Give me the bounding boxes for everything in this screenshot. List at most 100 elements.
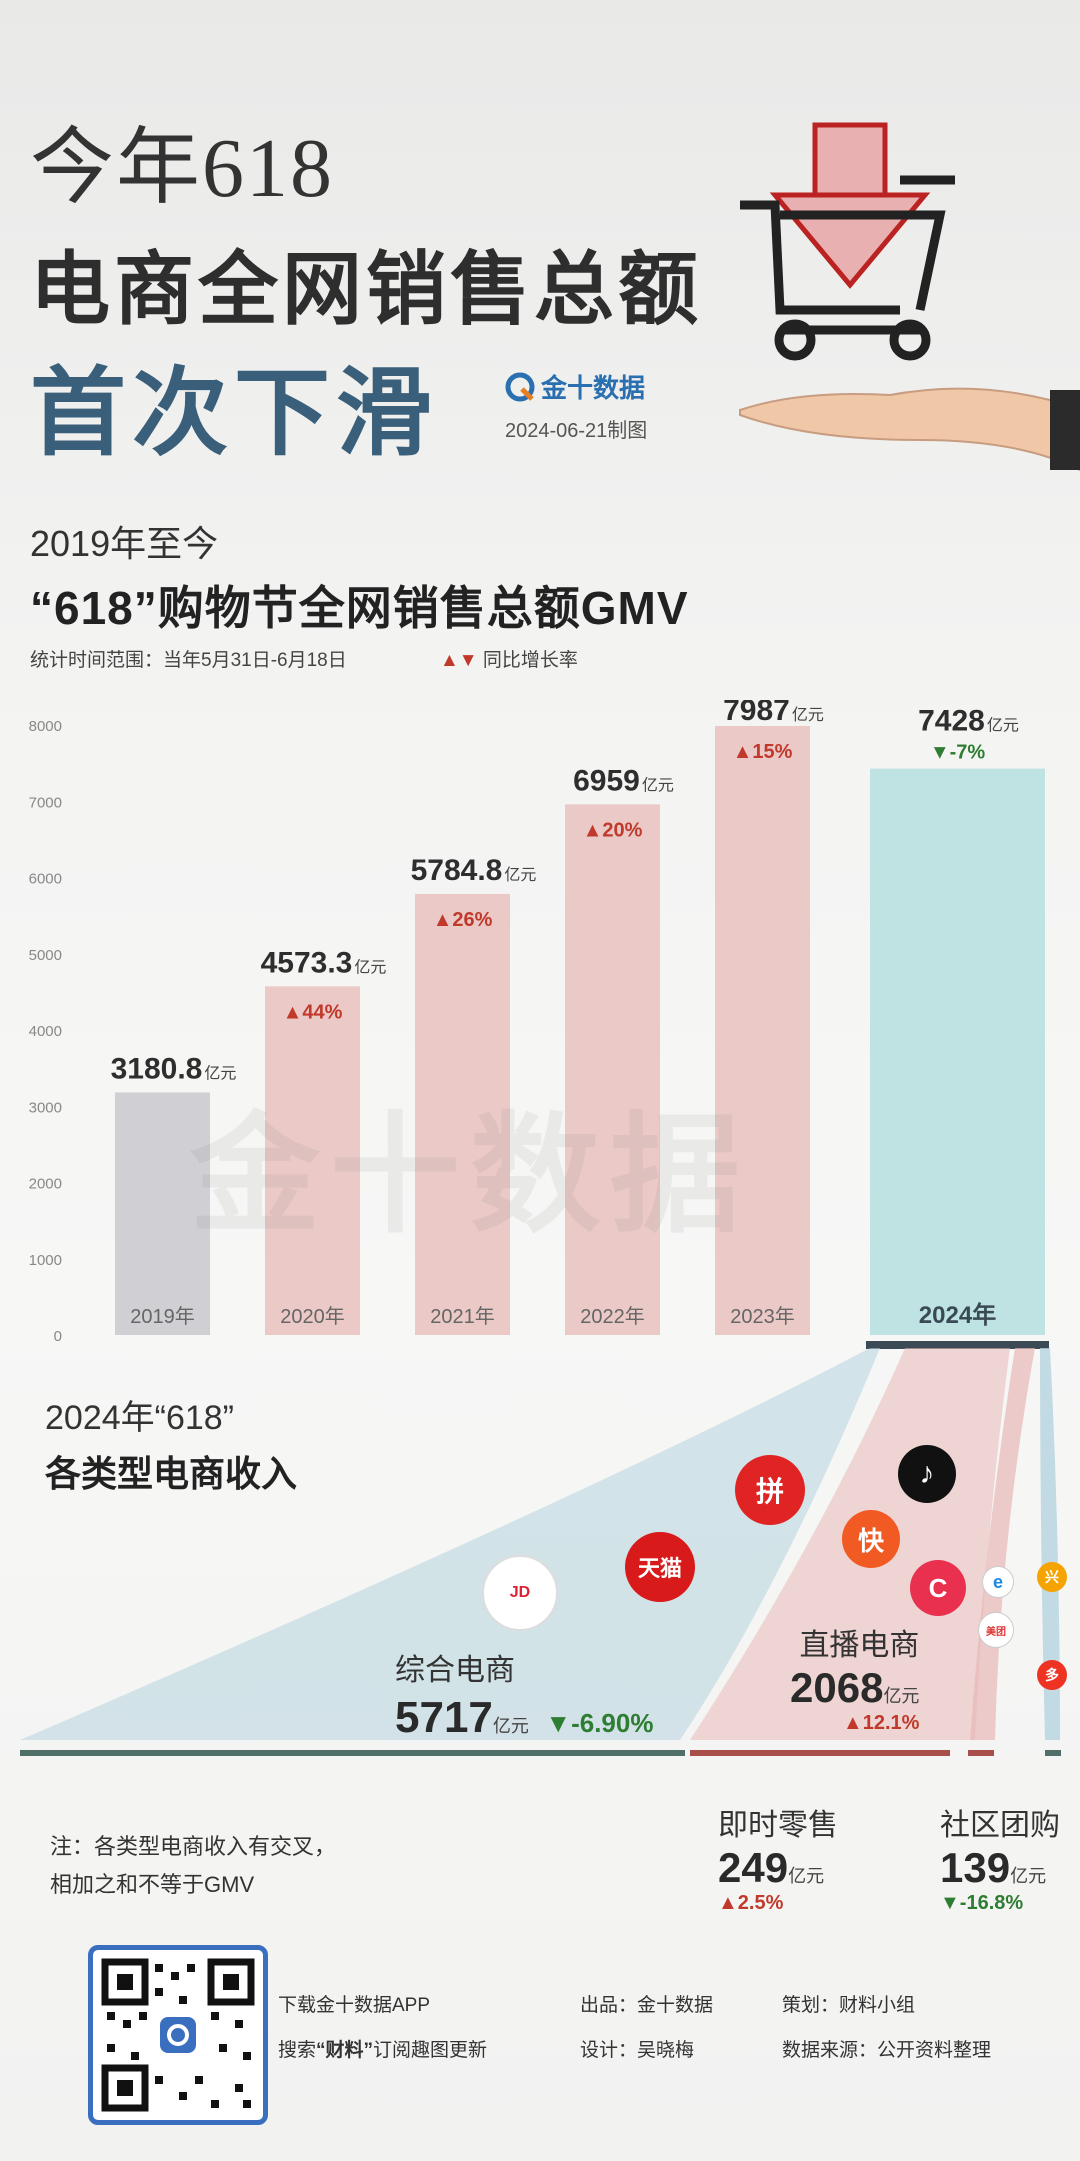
pinduoduo-logo-icon: 拼 [735,1455,805,1525]
section2-title2: 各类型电商收入 [45,1453,298,1494]
category-jishi: 即时零售 249亿元 ▲2.5% [718,1800,838,1915]
section2-title1: 2024年“618” [45,1399,235,1437]
eleme-logo-icon: e [982,1566,1014,1598]
data-unit: 亿元 [792,706,824,724]
data-label: 4573.3 [261,946,353,979]
y-tick-label: 6000 [29,871,62,888]
down-arrow-icon [769,122,931,289]
bar-2019年 [115,1092,210,1335]
growth-label: ▲26% [433,909,493,931]
x-tick-label: 2022年 [580,1305,645,1328]
bar-2023年 [715,725,810,1335]
category-value: 5717 [395,1693,493,1742]
huya-logo-icon: C [910,1560,966,1616]
shopping-cart-icon [740,175,955,361]
brand-q-icon [505,372,535,401]
data-source: 数据来源：公开资料整理 [782,2040,992,2061]
y-tick-label: 5000 [29,947,62,964]
designer: 设计：吴晓梅 [580,2040,695,2061]
range-note: 统计时间范围：当年5月31日-6月18日 [30,650,347,671]
data-label: 7987 [723,700,790,727]
category-change: ▲12.1% [842,1712,920,1734]
x-tick-label: 2020年 [280,1305,345,1328]
bar-2024年 [870,768,1045,1335]
x-tick-label: 2021年 [430,1305,495,1328]
category-shequ: 社区团购 139亿元 ▼-16.8% [940,1800,1060,1915]
bar-2020年 [265,986,360,1335]
y-tick-label: 4000 [29,1023,62,1040]
planner: 策划：财料小组 [782,1995,916,2016]
brand-logo: 金十数据 [505,368,645,405]
x-tick-label: 2024年 [919,1301,996,1329]
data-unit: 亿元 [504,866,536,884]
y-tick-label: 0 [54,1328,62,1345]
headline-line1: 今年618 [30,122,335,215]
bar-2021年 [415,893,510,1335]
y-tick-label: 2000 [29,1176,62,1193]
growth-label: ▼-7% [930,742,986,764]
category-name: 综合电商 [395,1654,515,1687]
category-change: ▼-6.90% [545,1708,654,1738]
search-text: 搜索“财料”订阅趣图更新 [278,2040,488,2061]
category-zhibo: 直播电商 2068亿元 ▲12.1% [790,1620,919,1735]
douyin-logo-icon: ♪ [898,1445,956,1503]
category-unit: 亿元 [492,1716,529,1736]
category-zonghe: 综合电商 5717亿元 ▼-6.90% [395,1645,653,1743]
data-label: 6959 [573,764,640,797]
category-unit: 亿元 [1010,1866,1047,1886]
qr-code-icon [101,1958,255,2112]
headline-line3: 首次下滑 [30,360,438,467]
data-label: 7428 [918,705,985,738]
cart-hand-illustration [739,122,1080,472]
kuaishou-logo-icon: 快 [842,1510,900,1568]
growth-label: ▲15% [733,741,793,763]
y-tick-label: 7000 [29,794,62,811]
bar-2022年 [565,804,660,1335]
y-tick-label: 8000 [29,718,62,735]
chart-title: “618”购物节全网销售总额GMV [30,582,689,634]
growth-label: ▲44% [283,1001,343,1023]
y-tick-label: 1000 [29,1252,62,1269]
category-change: ▼-16.8% [940,1892,1024,1914]
category-name: 直播电商 [799,1629,920,1662]
data-unit: 亿元 [642,776,674,794]
tmall-logo-icon: 天猫 [625,1532,695,1602]
x-tick-label: 2019年 [130,1305,195,1328]
xingsheng-logo-icon: 兴 [1037,1562,1067,1592]
growth-label: ▲20% [583,819,643,841]
legend-label: 同比增长率 [482,650,578,671]
headline-line2: 电商全网销售总额 [30,245,702,334]
sleeve-icon [1050,390,1080,470]
legend-growth: ▲▼ 同比增长率 [440,645,578,672]
hand-icon [739,387,1080,472]
chart-date: 2024-06-21制图 [505,420,648,442]
watermark: 金十数据 [190,1102,751,1248]
bar-2024-baseline [866,1341,1049,1349]
data-unit: 亿元 [987,717,1019,735]
category-change: ▲2.5% [718,1892,784,1914]
data-label: 3180.8 [111,1052,203,1085]
y-tick-label: 3000 [29,1099,62,1116]
category-unit: 亿元 [883,1686,920,1706]
data-unit: 亿元 [354,958,386,976]
meituan-logo-icon: 美团 [978,1612,1014,1648]
footnote-line1: 注：各类型电商收入有交叉， [50,1834,337,1859]
category-unit: 亿元 [788,1866,825,1886]
brand-name: 金十数据 [541,373,646,403]
publisher: 出品：金十数据 [580,1995,714,2016]
data-label: 5784.8 [411,854,503,887]
qr-code[interactable] [88,1945,268,2125]
duoduo-logo-icon: 多 [1037,1660,1067,1690]
jd-logo-icon: JD [482,1555,558,1631]
category-name: 社区团购 [940,1809,1060,1842]
legend-arrows-icon: ▲▼ [440,650,478,671]
x-tick-label: 2023年 [730,1305,795,1328]
category-value: 139 [940,1844,1011,1891]
category-name: 即时零售 [718,1809,838,1842]
footnote-line2: 相加之和不等于GMV [50,1872,255,1897]
category-value: 2068 [790,1664,884,1711]
data-unit: 亿元 [204,1064,236,1082]
download-app-text: 下载金十数据APP [278,1995,431,2016]
category-value: 249 [718,1844,789,1891]
chart-subtitle: 2019年至今 [30,523,219,564]
